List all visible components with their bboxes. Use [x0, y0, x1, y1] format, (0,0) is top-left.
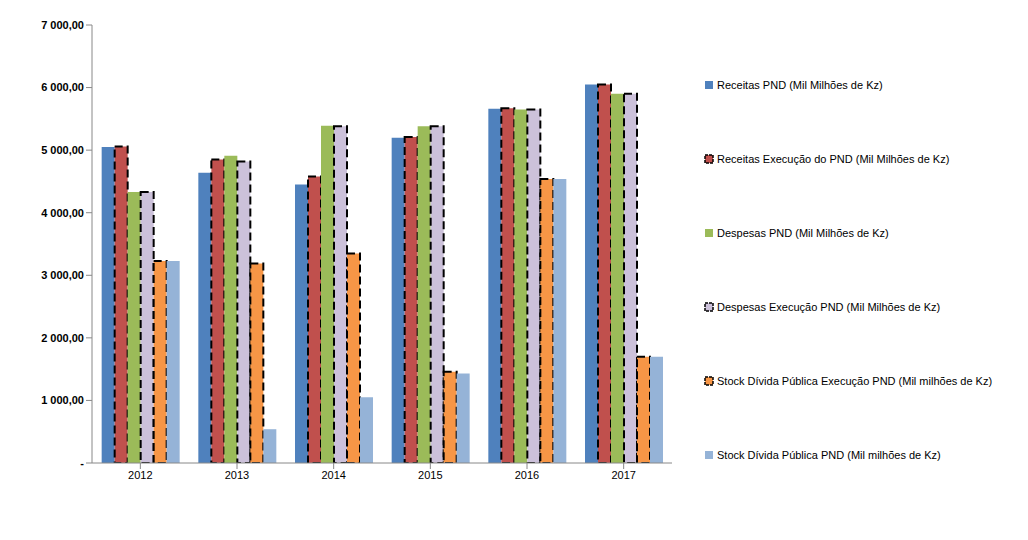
svg-text:2017: 2017 — [611, 469, 635, 481]
svg-text:2012: 2012 — [128, 469, 152, 481]
svg-text:4 000,00: 4 000,00 — [41, 207, 84, 219]
svg-text:-: - — [80, 457, 84, 469]
html-text:Receitas Execução do PND (Mil: Receitas Execução do PND (Mil Milhões de… — [717, 153, 950, 165]
svg-text:2016: 2016 — [515, 469, 539, 481]
svg-text:3 000,00: 3 000,00 — [41, 269, 84, 281]
svg-text:2013: 2013 — [225, 469, 249, 481]
html-text:Receitas PND (Mil Milhões de K: Receitas PND (Mil Milhões de Kz) — [717, 79, 883, 91]
svg-text:1 000,00: 1 000,00 — [41, 394, 84, 406]
svg-text:2 000,00: 2 000,00 — [41, 332, 84, 344]
svg-text:2014: 2014 — [321, 469, 345, 481]
svg-text:2015: 2015 — [418, 469, 442, 481]
svg-text:5 000,00: 5 000,00 — [41, 144, 84, 156]
html-text:Stock Dívida Pública PND (Mil: Stock Dívida Pública PND (Mil milhões de… — [717, 449, 941, 461]
svg-text:7 000,00: 7 000,00 — [41, 19, 84, 31]
html-text:Stock Dívida Pública Execução: Stock Dívida Pública Execução PND (Mil m… — [717, 375, 993, 387]
html-text:Despesas PND (Mil Milhões de K: Despesas PND (Mil Milhões de Kz) — [717, 227, 889, 239]
svg-text:6 000,00: 6 000,00 — [41, 81, 84, 93]
html-text:Despesas Execução PND (Mil Mil: Despesas Execução PND (Mil Milhões de Kz… — [717, 301, 941, 313]
